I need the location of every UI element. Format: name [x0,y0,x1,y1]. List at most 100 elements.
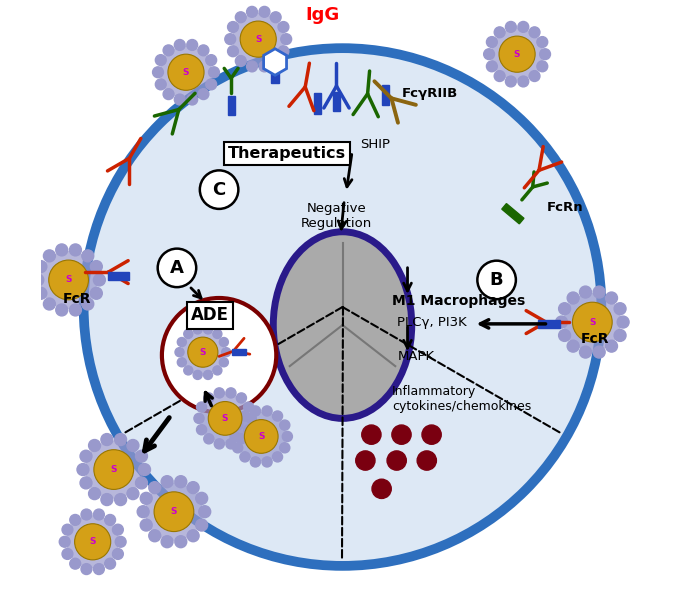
Circle shape [32,274,44,286]
Text: MAPK: MAPK [398,350,435,363]
Circle shape [282,432,292,441]
Circle shape [233,420,242,430]
Circle shape [193,325,202,334]
Circle shape [127,439,139,452]
Circle shape [236,12,246,23]
Circle shape [567,340,579,352]
Polygon shape [232,349,246,355]
Circle shape [219,358,228,367]
Circle shape [245,420,278,453]
Circle shape [226,388,236,398]
Circle shape [250,406,260,416]
Circle shape [162,298,276,412]
Circle shape [112,548,123,559]
Circle shape [506,22,516,33]
Circle shape [105,515,116,526]
Circle shape [230,432,240,441]
Circle shape [101,433,113,445]
Circle shape [168,54,204,90]
Circle shape [175,348,184,356]
Circle shape [494,70,505,81]
Circle shape [203,325,212,334]
Circle shape [278,22,289,33]
Circle shape [197,424,207,435]
Circle shape [206,79,216,90]
Circle shape [177,338,186,347]
Circle shape [55,304,68,316]
Circle shape [247,7,258,17]
Text: S: S [65,276,72,284]
Circle shape [529,70,540,81]
Circle shape [262,457,272,467]
Text: FcRn: FcRn [547,201,584,214]
Text: A: A [170,259,184,277]
Circle shape [93,509,104,520]
Text: Therapeutics: Therapeutics [228,146,346,161]
Circle shape [219,338,228,347]
Circle shape [187,40,198,51]
Circle shape [271,12,281,23]
Circle shape [208,402,242,435]
Text: S: S [110,465,117,474]
Circle shape [240,452,250,462]
Circle shape [540,49,551,60]
Circle shape [271,55,281,66]
Circle shape [236,434,247,444]
Circle shape [193,370,202,379]
Circle shape [240,411,250,421]
Circle shape [244,402,253,412]
Circle shape [199,506,211,518]
Polygon shape [108,272,129,279]
Polygon shape [382,85,390,105]
Circle shape [262,406,272,416]
Circle shape [606,292,617,304]
Circle shape [537,61,548,72]
Circle shape [43,250,55,262]
Circle shape [556,316,567,328]
Circle shape [80,477,92,489]
Polygon shape [227,96,235,115]
Polygon shape [314,93,321,114]
Circle shape [161,476,173,488]
Circle shape [580,286,591,298]
Circle shape [214,439,225,449]
Circle shape [140,492,152,504]
Circle shape [160,46,212,99]
Circle shape [201,394,250,443]
Text: PLCγ, PI3K: PLCγ, PI3K [397,315,466,329]
Circle shape [155,79,166,90]
Text: Inflammatory
cytokines/chemokines: Inflammatory cytokines/chemokines [392,385,531,414]
Circle shape [66,515,119,568]
Circle shape [356,451,375,470]
Circle shape [281,34,292,45]
Circle shape [84,48,601,566]
Text: Negative
Regulation: Negative Regulation [301,202,372,230]
Circle shape [70,515,81,526]
Circle shape [518,22,529,33]
Circle shape [244,424,253,435]
Text: S: S [90,538,96,546]
Circle shape [145,483,203,541]
Circle shape [85,441,142,498]
Circle shape [90,287,102,299]
Circle shape [158,249,196,287]
Circle shape [529,27,540,38]
Circle shape [62,548,73,559]
Circle shape [236,393,247,403]
Circle shape [105,558,116,569]
Circle shape [81,563,92,574]
Circle shape [198,88,209,99]
Circle shape [81,509,92,520]
Circle shape [155,55,166,66]
Circle shape [69,244,82,256]
Circle shape [279,442,290,453]
Circle shape [518,76,529,87]
Circle shape [494,27,505,38]
Polygon shape [333,92,340,111]
Circle shape [184,329,192,338]
Polygon shape [271,68,279,82]
Polygon shape [502,203,524,224]
Circle shape [90,261,102,273]
Text: S: S [171,507,177,516]
Text: ADE: ADE [191,306,229,324]
